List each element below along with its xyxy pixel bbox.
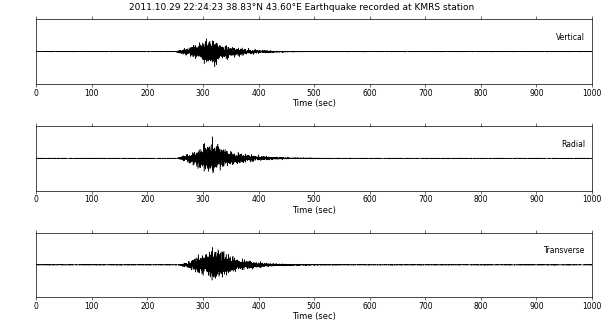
- X-axis label: Time (sec): Time (sec): [292, 206, 336, 215]
- Text: Radial: Radial: [561, 140, 585, 149]
- Text: Transverse: Transverse: [544, 246, 585, 255]
- X-axis label: Time (sec): Time (sec): [292, 99, 336, 108]
- Text: Vertical: Vertical: [556, 33, 585, 42]
- X-axis label: Time (sec): Time (sec): [292, 312, 336, 321]
- Text: 2011.10.29 22:24:23 38.83°N 43.60°E Earthquake recorded at KMRS station: 2011.10.29 22:24:23 38.83°N 43.60°E Eart…: [129, 3, 475, 12]
